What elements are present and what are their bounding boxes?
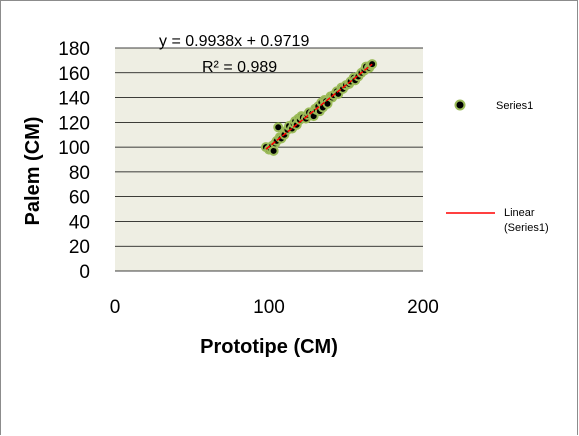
- legend-series-marker: [454, 99, 466, 111]
- y-axis-title: Palem (CM): [22, 117, 44, 226]
- trendline: [265, 63, 373, 150]
- legend-trend-label-2: (Series1): [504, 222, 549, 234]
- y-tick-label: 140: [58, 89, 90, 110]
- r-squared-label: R² = 0.989: [202, 59, 277, 76]
- y-tick-label: 40: [69, 212, 90, 233]
- legend-series-label: Series1: [496, 100, 533, 112]
- y-tick-label: 20: [69, 237, 90, 258]
- data-point: [273, 122, 284, 133]
- x-tick-label: 0: [110, 297, 121, 318]
- y-tick-label: 80: [69, 163, 90, 184]
- legend-trend-label-1: Linear: [504, 207, 535, 219]
- y-tick-label: 100: [58, 138, 90, 159]
- data-point: [367, 59, 378, 70]
- x-tick-label: 100: [253, 297, 285, 318]
- plot-area: [115, 48, 423, 271]
- x-tick-label: 200: [407, 297, 439, 318]
- trend-equation: y = 0.9938x + 0.9719: [159, 33, 309, 50]
- y-tick-label: 120: [58, 113, 90, 134]
- y-tick-label: 0: [79, 262, 90, 283]
- x-axis-title: Prototipe (CM): [200, 336, 338, 358]
- legend: Series1 Linear (Series1): [446, 99, 549, 234]
- y-tick-label: 60: [69, 188, 90, 209]
- y-tick-label: 160: [58, 64, 90, 85]
- y-tick-label: 180: [58, 39, 90, 60]
